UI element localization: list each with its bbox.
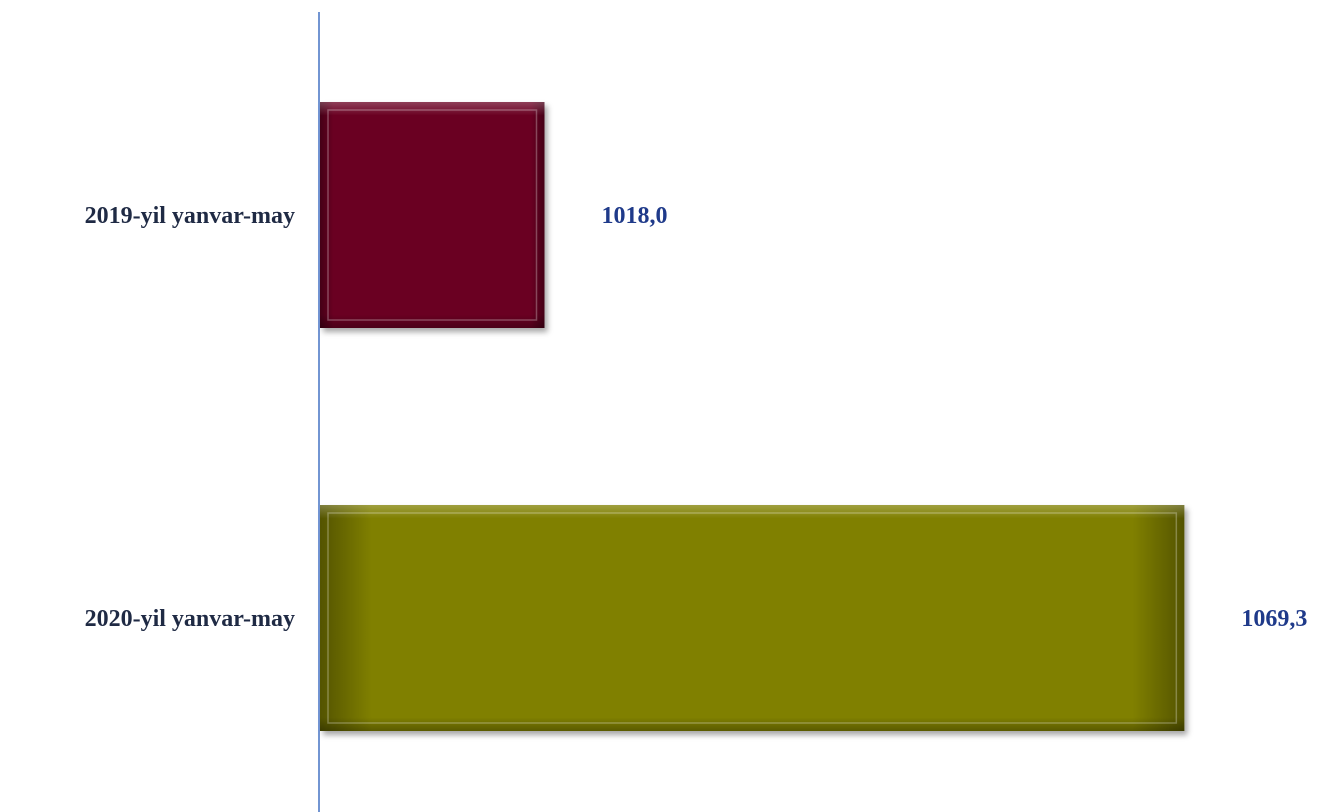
bar-inner-border-1 xyxy=(327,512,1178,724)
category-label-0: 2019-yil yanvar-may xyxy=(85,203,295,229)
value-label-1: 1069,3 xyxy=(1241,606,1307,632)
bar-0 xyxy=(320,102,545,328)
bar-bevel-v-0 xyxy=(320,102,545,328)
value-label-0: 1018,0 xyxy=(602,203,668,229)
bar-inner-border-0 xyxy=(327,109,538,321)
category-label-1: 2020-yil yanvar-may xyxy=(85,606,295,632)
bar-1 xyxy=(320,505,1185,731)
labels-layer: 2019-yil yanvar-may 1018,0 2020-yil yanvar… xyxy=(85,203,1308,632)
bar-bevel-v-1 xyxy=(320,505,1185,731)
bars-layer xyxy=(320,102,1185,731)
